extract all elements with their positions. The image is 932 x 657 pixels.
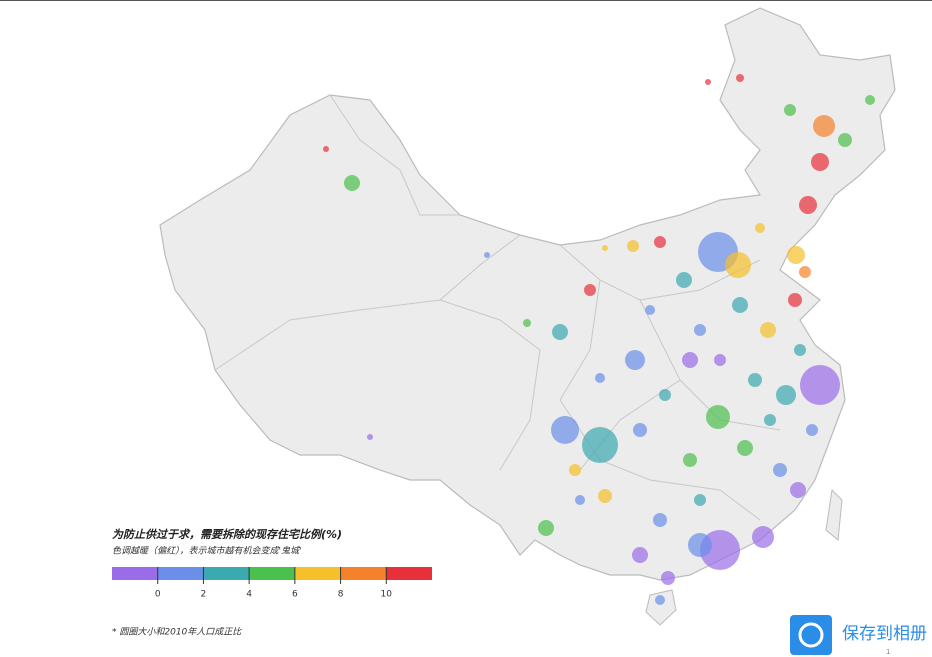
city-bubble <box>794 344 806 356</box>
city-bubble <box>706 405 730 429</box>
city-bubble <box>737 440 753 456</box>
city-bubble <box>788 293 802 307</box>
city-bubble <box>655 595 665 605</box>
city-bubble <box>582 427 618 463</box>
taiwan-island <box>825 488 843 541</box>
city-bubble <box>694 494 706 506</box>
city-bubble <box>755 223 765 233</box>
china-outline <box>159 7 896 581</box>
city-bubble <box>538 520 554 536</box>
city-bubble <box>627 240 639 252</box>
city-bubble <box>714 354 726 366</box>
city-bubble <box>683 453 697 467</box>
city-bubble <box>661 571 675 585</box>
city-bubble <box>584 284 596 296</box>
legend: 0 2 4 6 8 10 <box>112 567 432 600</box>
city-bubble <box>575 495 585 505</box>
city-bubble <box>865 95 875 105</box>
city-bubble <box>598 489 612 503</box>
city-bubble <box>602 245 608 251</box>
city-bubble <box>595 373 605 383</box>
city-bubble <box>748 373 762 387</box>
city-bubble <box>760 322 776 338</box>
legend-tick-label: 2 <box>201 590 207 600</box>
city-bubble <box>653 513 667 527</box>
legend-tick-label: 8 <box>338 590 344 600</box>
city-bubble <box>682 352 698 368</box>
hainan-island <box>645 589 677 626</box>
city-bubble <box>813 115 835 137</box>
city-bubble <box>694 324 706 336</box>
city-bubble <box>725 252 751 278</box>
city-bubble <box>764 414 776 426</box>
city-bubble <box>811 153 829 171</box>
city-bubble <box>752 526 774 548</box>
city-bubble <box>551 416 579 444</box>
city-bubble <box>787 246 805 264</box>
legend-tick-label: 6 <box>292 590 298 600</box>
city-bubble <box>790 482 806 498</box>
city-bubble <box>645 305 655 315</box>
city-bubble <box>633 423 647 437</box>
city-bubble <box>799 196 817 214</box>
legend-swatch <box>157 567 204 580</box>
city-bubble <box>484 252 490 258</box>
city-bubble <box>367 434 373 440</box>
city-bubble <box>773 463 787 477</box>
city-bubble <box>705 79 711 85</box>
city-bubble <box>838 133 852 147</box>
legend-tick-label: 10 <box>381 590 393 600</box>
watermark-icon[interactable] <box>790 615 832 655</box>
city-bubble <box>800 365 840 405</box>
legend-subtitle: 色调越暖（偏红），表示城市越有机会变成'鬼城' <box>112 546 301 557</box>
city-bubble <box>736 74 744 82</box>
legend-swatch <box>112 567 158 580</box>
city-bubble <box>732 297 748 313</box>
footnote: * 圆圈大小和2010年人口成正比 <box>112 627 242 638</box>
city-bubble <box>625 350 645 370</box>
page-indicator: 1 <box>886 648 890 656</box>
watermark-icon-glyph <box>798 622 824 648</box>
city-bubble <box>784 104 796 116</box>
legend-title: 为防止供过于求，需要拆除的现存住宅比例(%) <box>112 528 342 541</box>
city-bubble <box>659 389 671 401</box>
city-bubble <box>632 547 648 563</box>
city-bubble <box>552 324 568 340</box>
legend-swatch <box>249 567 295 580</box>
legend-swatch <box>203 567 250 580</box>
legend-swatch <box>340 567 387 580</box>
legend-tick-label: 4 <box>246 590 252 600</box>
city-bubble <box>799 266 811 278</box>
legend-swatch <box>294 567 341 580</box>
city-bubbles <box>323 74 875 605</box>
city-bubble <box>569 464 581 476</box>
city-bubble <box>323 146 329 152</box>
legend-tick-label: 0 <box>155 590 161 600</box>
legend-swatch <box>386 567 432 580</box>
city-bubble <box>776 385 796 405</box>
city-bubble <box>688 533 712 557</box>
city-bubble <box>806 424 818 436</box>
city-bubble <box>654 236 666 248</box>
watermark-label[interactable]: 保存到相册 <box>842 624 927 644</box>
city-bubble <box>523 319 531 327</box>
city-bubble <box>676 272 692 288</box>
city-bubble <box>344 175 360 191</box>
